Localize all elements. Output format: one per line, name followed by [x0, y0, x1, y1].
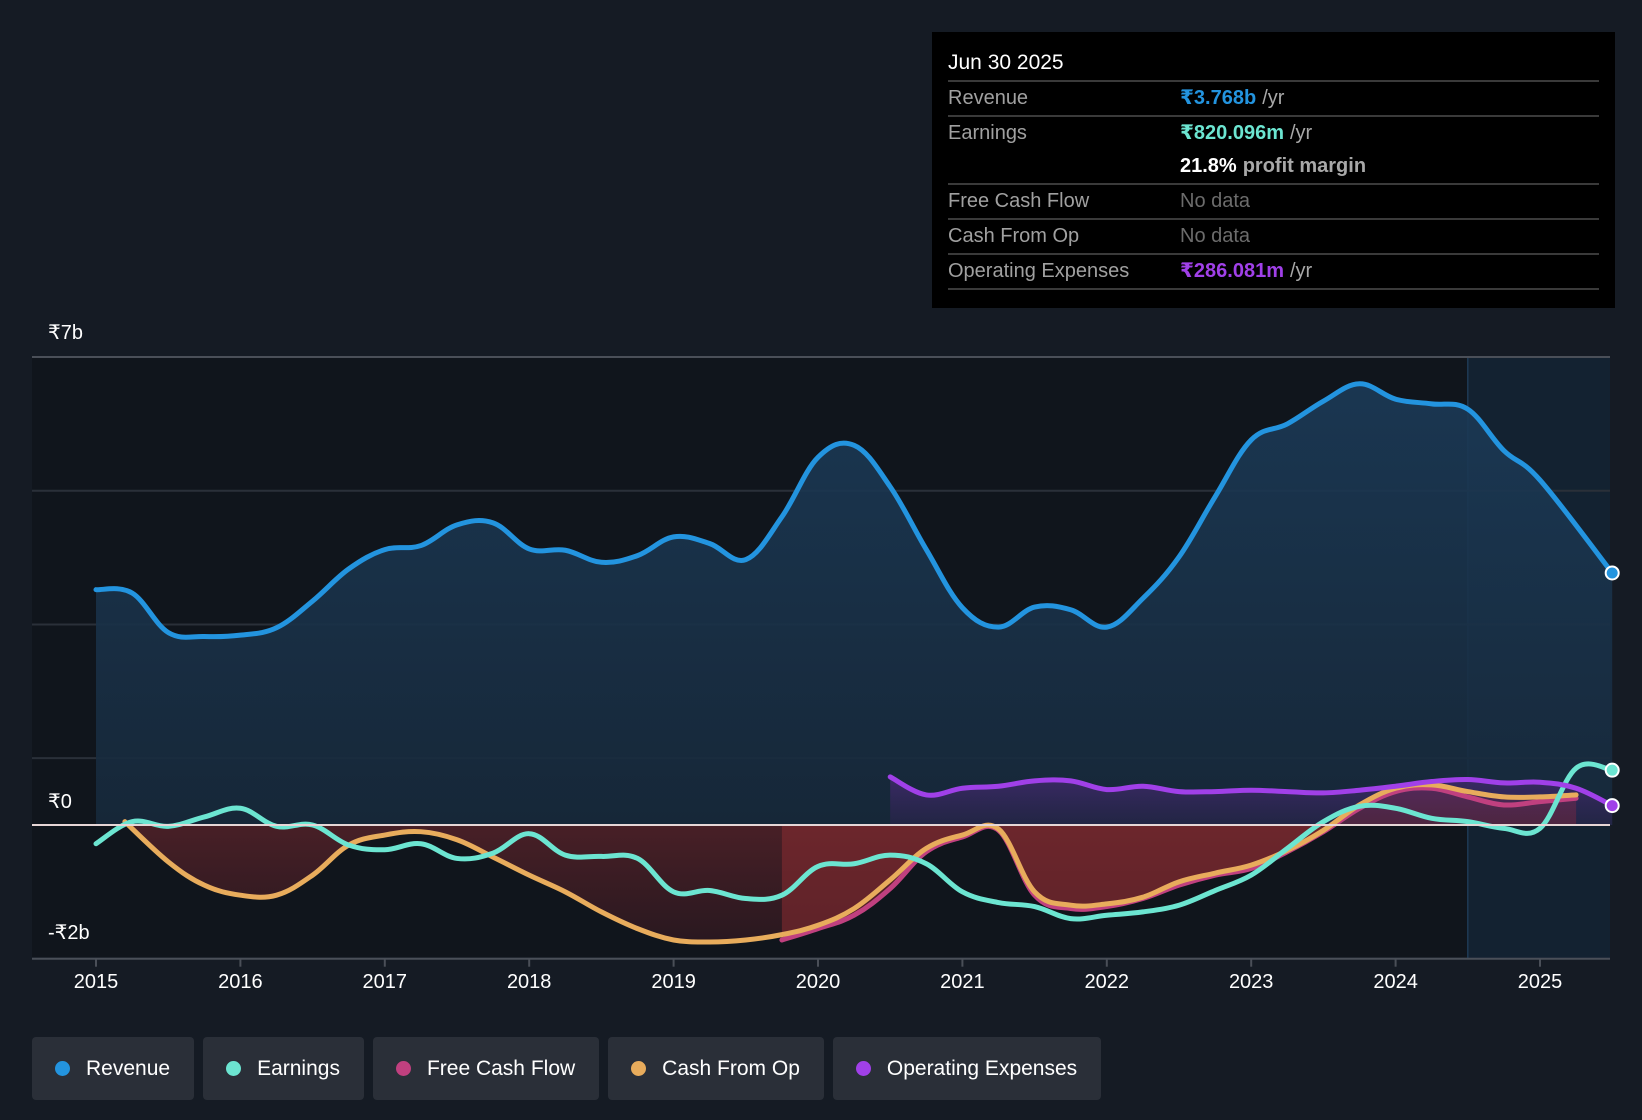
tooltip-row-cash-from-op: Cash From Op No data: [948, 220, 1599, 255]
tooltip-label: Free Cash Flow: [948, 190, 1090, 212]
revenue-line: [93, 381, 1615, 640]
legend-item-free-cash-flow[interactable]: Free Cash Flow: [372, 1037, 600, 1100]
x-tick-label: 2017: [362, 971, 408, 993]
tooltip-unit: /yr: [1262, 87, 1285, 109]
x-tick-label: 2018: [506, 971, 552, 993]
operating-expenses-line: [887, 774, 1615, 809]
tooltip-label: [948, 150, 1180, 183]
tooltip-unit: profit margin: [1242, 155, 1367, 177]
tooltip-value: 21.8%: [1180, 155, 1237, 177]
tooltip-value: ₹3.768b: [1180, 87, 1257, 109]
x-tick-label: 2022: [1084, 971, 1130, 993]
legend-dot-icon: [55, 1061, 70, 1076]
legend-dot-icon: [855, 1061, 871, 1076]
legend-item-revenue[interactable]: Revenue: [32, 1037, 195, 1100]
tooltip-label: Earnings: [948, 122, 1027, 144]
y-tick-label-zero: ₹0: [48, 791, 72, 813]
x-tick-label: 2021: [940, 971, 985, 993]
legend: Revenue Earnings Free Cash Flow Cash Fro…: [32, 1037, 1102, 1100]
tooltip-label: Revenue: [948, 87, 1029, 109]
legend-dot-icon: [226, 1061, 242, 1076]
earnings-end-dot: [1604, 762, 1620, 778]
x-tick-label: 2024: [1373, 971, 1418, 993]
x-tick-label: 2016: [218, 971, 263, 993]
legend-label: Earnings: [257, 1056, 340, 1080]
x-tick-label: 2019: [651, 971, 696, 993]
legend-label: Cash From Op: [662, 1056, 800, 1080]
tooltip-value: No data: [1180, 190, 1251, 212]
legend-label: Revenue: [86, 1056, 171, 1080]
x-tick-label: 2020: [795, 971, 841, 993]
tooltip-row-operating-expenses: Operating Expenses ₹286.081m /yr: [948, 255, 1599, 290]
tooltip-unit: /yr: [1290, 260, 1313, 282]
legend-item-earnings[interactable]: Earnings: [203, 1037, 364, 1100]
earnings-line: [93, 761, 1615, 922]
revenue-area: [96, 383, 1613, 825]
cash-from-op-line: [122, 782, 1579, 945]
tooltip-unit: /yr: [1290, 122, 1313, 144]
legend-label: Free Cash Flow: [426, 1056, 576, 1080]
x-tick-label: 2025: [1517, 971, 1563, 993]
tooltip-label: Operating Expenses: [948, 260, 1130, 282]
legend-dot-icon: [631, 1061, 647, 1076]
tooltip-row-revenue: Revenue ₹3.768b /yr: [948, 82, 1599, 117]
legend-item-cash-from-op[interactable]: Cash From Op: [608, 1037, 824, 1100]
tooltip-row-earnings: Earnings ₹820.096m /yr: [948, 117, 1599, 150]
tooltip-value: ₹286.081m: [1180, 260, 1284, 282]
tooltip-row-profit-margin: 21.8% profit margin: [948, 150, 1599, 185]
x-tick-label: 2015: [73, 971, 119, 993]
tooltip-value: ₹820.096m: [1180, 122, 1284, 144]
operating-expenses-end-dot: [1604, 798, 1620, 814]
y-tick-label-top: ₹7b: [48, 322, 83, 344]
tooltip-value: No data: [1180, 225, 1251, 247]
legend-dot-icon: [395, 1061, 411, 1076]
legend-label: Operating Expenses: [886, 1056, 1078, 1080]
tooltip: Jun 30 2025 Revenue ₹3.768b /yr Earnings…: [932, 32, 1615, 308]
legend-item-operating-expenses[interactable]: Operating Expenses: [832, 1037, 1102, 1100]
tooltip-date: Jun 30 2025: [948, 46, 1599, 82]
x-tick-label: 2023: [1228, 971, 1274, 993]
tooltip-row-free-cash-flow: Free Cash Flow No data: [948, 185, 1599, 220]
tooltip-label: Cash From Op: [948, 225, 1080, 247]
revenue-end-dot: [1604, 565, 1620, 581]
y-tick-label-bottom: -₹2b: [48, 922, 90, 944]
